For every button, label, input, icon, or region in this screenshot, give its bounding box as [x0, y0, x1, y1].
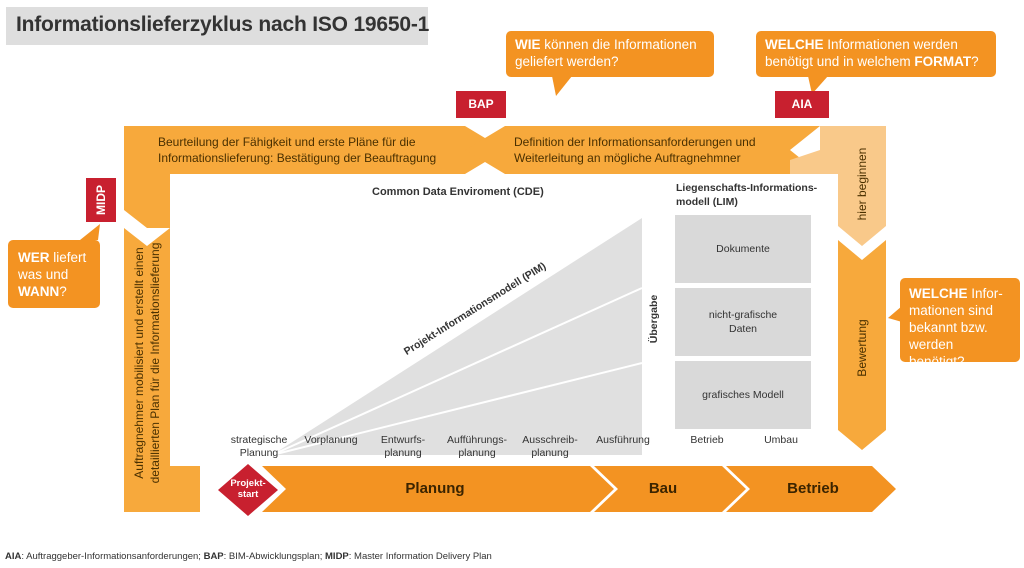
wer-rest2: ? — [59, 284, 67, 299]
footer-aia-key: AIA — [5, 551, 22, 562]
footer-bap-key: BAP — [203, 551, 224, 562]
bap-tag: BAP — [456, 91, 506, 118]
hier-beginnen-label: hier beginnen — [855, 147, 869, 221]
footer-midp-text: : Master Information Delivery Plan — [348, 551, 492, 562]
wie-callout-tail — [552, 76, 572, 96]
lim-box-line2: Daten — [728, 323, 758, 335]
footer-midp-key: MIDP — [325, 551, 349, 562]
phase-entwurfsplanung: Entwurfs-planung — [380, 434, 426, 459]
lim-box-nicht-grafische-daten: nicht-grafische Daten — [675, 288, 811, 356]
arrow-planung-label: Planung — [405, 480, 465, 497]
lim-box-line1: nicht-grafische — [708, 309, 778, 321]
phase-betrieb: Betrieb — [690, 434, 724, 446]
top-band-left-line2: Informationslieferung: Bestätigung der B… — [158, 151, 437, 165]
wer-bold2: WANN — [18, 284, 60, 299]
left-band — [124, 228, 200, 512]
welche-right-line3: bekannt bzw. — [909, 320, 988, 335]
wie-line2: geliefert werden? — [515, 54, 619, 69]
lim-title-line1: Liegenschafts-Informations- — [676, 182, 818, 194]
wer-line2: was und — [18, 267, 69, 282]
footer-legend: AIA: Auftraggeber-Informationsanforderun… — [5, 551, 492, 562]
top-band-right-line2: Weiterleitung an mögliche Auftragnehmner — [514, 151, 741, 165]
welche-right-bold1: WELCHE — [909, 286, 968, 301]
phase-vorplanung: Vorplanung — [304, 434, 358, 446]
welche-right-line2: mationen sind — [909, 303, 994, 318]
left-band-text: Auftragnehmer mobilisiert und erstellt e… — [131, 179, 165, 547]
top-band-left-text: Beurteilung der Fähigkeit und erste Plän… — [158, 134, 458, 166]
projektstart-label: Projekt- start — [222, 478, 274, 500]
welche-top-callout-tail — [808, 76, 828, 94]
right-band-bottom — [838, 240, 886, 450]
footer-bap-text: : BIM-Abwicklungsplan; — [223, 551, 326, 562]
pim-triangle — [272, 218, 642, 455]
pim-line-2 — [271, 362, 643, 456]
projektstart-line2: start — [237, 489, 259, 500]
lim-box-grafisches-modell: grafisches Modell — [675, 361, 811, 429]
welche-right-line1: Infor- — [967, 286, 1003, 301]
welche-right-callout-tail — [888, 306, 902, 322]
wer-callout-tail — [80, 224, 100, 240]
left-band-line2: detaillierten Plan für die Informationsl… — [148, 242, 162, 484]
phase-ausschreibplanung: Ausschreib-planung — [522, 434, 578, 459]
lim-box-dokumente: Dokumente — [675, 215, 811, 283]
phase-ausfuehrung: Ausführung — [596, 434, 650, 446]
footer-aia-text: : Auftraggeber-Informationsanforderungen… — [21, 551, 204, 562]
wer-callout: WER liefert was und WANN? — [8, 240, 100, 308]
arrow-bau-shape — [594, 466, 746, 512]
top-band-right-text: Definition der Informationsanforderungen… — [514, 134, 804, 166]
welche-top-bold2: FORMAT — [914, 54, 972, 69]
top-band-left — [124, 126, 505, 228]
top-band-right-line1: Definition der Informationsanforderungen… — [514, 135, 756, 149]
projektstart-line1: Projekt- — [230, 478, 266, 489]
left-band-line1: Auftragnehmer mobilisiert und erstellt e… — [132, 247, 146, 479]
phase-umbau: Umbau — [764, 434, 798, 446]
welche-top-line2: benötigt und in welchem — [765, 54, 915, 69]
page-title: Informationslieferzyklus nach ISO 19650-… — [16, 13, 430, 36]
welche-right-callout: WELCHE Infor- mationen sind bekannt bzw.… — [900, 278, 1020, 369]
welche-right-line4: werden benötigt? — [909, 337, 965, 369]
right-band-top — [790, 126, 886, 246]
wie-bold: WIE — [515, 37, 541, 52]
top-band-right — [465, 126, 820, 174]
lim-box-line1: grafisches Modell — [702, 389, 784, 401]
wer-bold1: WER — [18, 250, 50, 265]
lim-title-line2: modell (LIM) — [676, 196, 738, 208]
welche-top-callout: WELCHE Informationen werden benötigt und… — [756, 31, 996, 77]
welche-top-line1: Informationen werden — [823, 37, 958, 52]
phase-aufführungsplanung: Aufführungs-planung — [447, 434, 507, 459]
wer-line1: liefert — [49, 250, 87, 265]
title-background — [6, 7, 428, 45]
uebergabe-label: Übergabe — [648, 294, 660, 344]
arrow-betrieb-label: Betrieb — [787, 480, 839, 497]
midp-tag-label: MIDP — [94, 185, 108, 215]
bewertung-label: Bewertung — [855, 319, 869, 377]
lim-title: Liegenschafts-Informations- modell (LIM) — [676, 181, 817, 209]
arrow-bau-label: Bau — [648, 480, 678, 497]
aia-tag: AIA — [775, 91, 829, 118]
wie-callout: WIE können die Informationen geliefert w… — [506, 31, 714, 77]
cde-title: Common Data Enviroment (CDE) — [372, 186, 544, 198]
wie-line1: können die Informationen — [540, 37, 697, 52]
phase-strategische-planung: strategische Planung — [230, 434, 288, 459]
welche-top-rest2: ? — [971, 54, 979, 69]
top-band-left-line1: Beurteilung der Fähigkeit und erste Plän… — [158, 135, 416, 149]
midp-tag: MIDP — [86, 178, 116, 222]
lim-box-line1: Dokumente — [716, 243, 770, 255]
projektstart-diamond — [218, 464, 278, 516]
pim-line-1 — [271, 287, 643, 456]
welche-top-bold1: WELCHE — [765, 37, 824, 52]
arrow-betrieb-shape — [726, 466, 896, 512]
arrow-planung-shape — [262, 466, 614, 512]
